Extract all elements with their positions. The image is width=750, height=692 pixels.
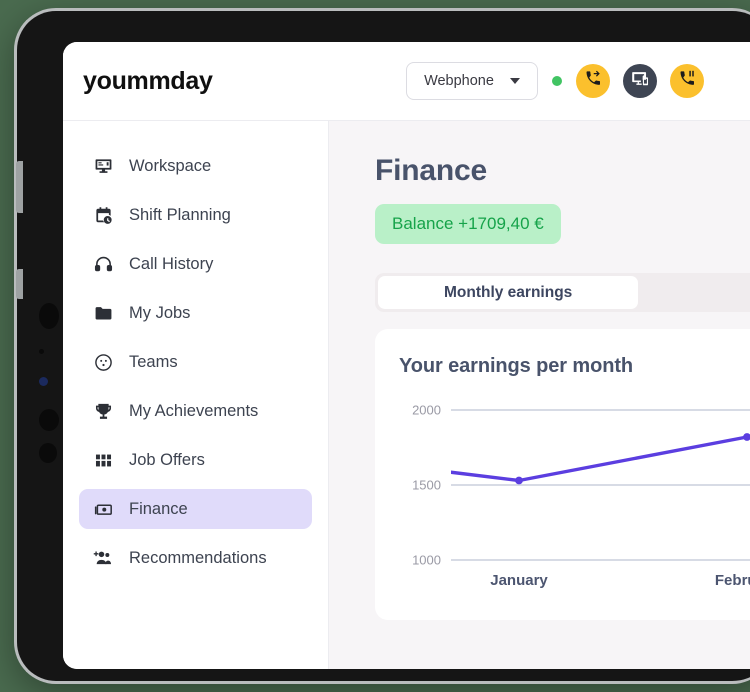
header-controls: Webphone [406, 62, 704, 100]
app-header: yoummday Webphone [63, 42, 750, 121]
volume-button[interactable] [16, 269, 23, 299]
indicator-led-icon [39, 377, 48, 386]
sidebar-item-workspace[interactable]: Workspace [79, 146, 312, 186]
sidebar-item-label: Recommendations [129, 548, 267, 567]
power-button[interactable] [16, 161, 23, 213]
balance-badge: Balance +1709,40 € [375, 204, 561, 244]
sidebar-item-recommendations[interactable]: Recommendations [79, 538, 312, 578]
tab-monthly-earnings[interactable]: Monthly earnings [378, 276, 639, 309]
sidebar-item-job-offers[interactable]: Job Offers [79, 440, 312, 480]
sidebar-item-label: My Jobs [129, 303, 191, 322]
teams-circle-icon [93, 352, 113, 372]
sidebar-item-label: Shift Planning [129, 205, 231, 224]
data-point-february [743, 433, 750, 441]
calendar-clock-icon [93, 205, 113, 225]
phone-transfer-icon [584, 69, 603, 93]
sidebar-nav: Workspace Shift Planning [63, 121, 329, 669]
sidebar-item-finance[interactable]: Finance [79, 489, 312, 529]
sidebar-item-shift-planning[interactable]: Shift Planning [79, 195, 312, 235]
y-axis-tick: 2000 [412, 402, 441, 418]
sidebar-item-call-history[interactable]: Call History [79, 244, 312, 284]
folder-icon [93, 303, 113, 323]
sidebar-item-label: Workspace [129, 156, 212, 175]
sidebar-item-my-achievements[interactable]: My Achievements [79, 391, 312, 431]
chart-title: Your earnings per month [399, 355, 634, 377]
app-body: Workspace Shift Planning [63, 121, 750, 669]
chevron-down-icon [509, 78, 520, 84]
monitor-devices-icon [631, 69, 650, 93]
phone-pause-icon [678, 69, 697, 93]
main-content: Finance Balance +1709,40 € Monthly earni… [329, 121, 750, 669]
trophy-icon [93, 401, 113, 421]
screen-devices-button[interactable] [623, 64, 657, 98]
call-hold-button[interactable] [670, 64, 704, 98]
sidebar-item-label: Finance [129, 499, 188, 518]
camera-icon [39, 303, 59, 329]
y-axis-tick: 1000 [412, 552, 441, 568]
gridline [451, 409, 750, 411]
earnings-chart-card: Your earnings per month 2000 1500 1000 [375, 329, 750, 620]
tab-bar: Monthly earnings [375, 273, 750, 312]
x-axis-tick: February [714, 572, 750, 589]
page-title: Finance [375, 154, 487, 187]
sidebar-item-label: Teams [129, 352, 178, 371]
tab-secondary[interactable] [638, 276, 750, 309]
data-point-january [515, 476, 523, 485]
sidebar-item-label: My Achievements [129, 401, 259, 420]
status-online-dot [552, 76, 562, 86]
app-logo: yoummday [83, 66, 213, 95]
tablet-screen: yoummday Webphone [63, 42, 750, 669]
speaker-icon [39, 409, 59, 431]
y-axis-tick: 1500 [412, 477, 441, 493]
device-select-dropdown[interactable]: Webphone [406, 62, 538, 100]
monitor-icon [93, 156, 113, 176]
sensor-icon [39, 349, 44, 354]
sidebar-item-teams[interactable]: Teams [79, 342, 312, 382]
gridline [451, 484, 750, 486]
sidebar-item-label: Job Offers [129, 450, 205, 469]
banknote-icon [93, 499, 113, 519]
call-transfer-button[interactable] [576, 64, 610, 98]
speaker-icon [39, 443, 57, 463]
tablet-device-frame: yoummday Webphone [14, 8, 750, 684]
gridline [451, 559, 750, 561]
device-select-label: Webphone [424, 73, 494, 89]
x-axis-tick: January [490, 572, 548, 589]
chart-series-line [451, 433, 750, 485]
earnings-line-chart: 2000 1500 1000 January February [399, 400, 750, 590]
sidebar-item-my-jobs[interactable]: My Jobs [79, 293, 312, 333]
add-people-icon [93, 548, 113, 568]
sidebar-item-label: Call History [129, 254, 214, 273]
headset-icon [93, 254, 113, 274]
grid-icon [93, 450, 113, 470]
